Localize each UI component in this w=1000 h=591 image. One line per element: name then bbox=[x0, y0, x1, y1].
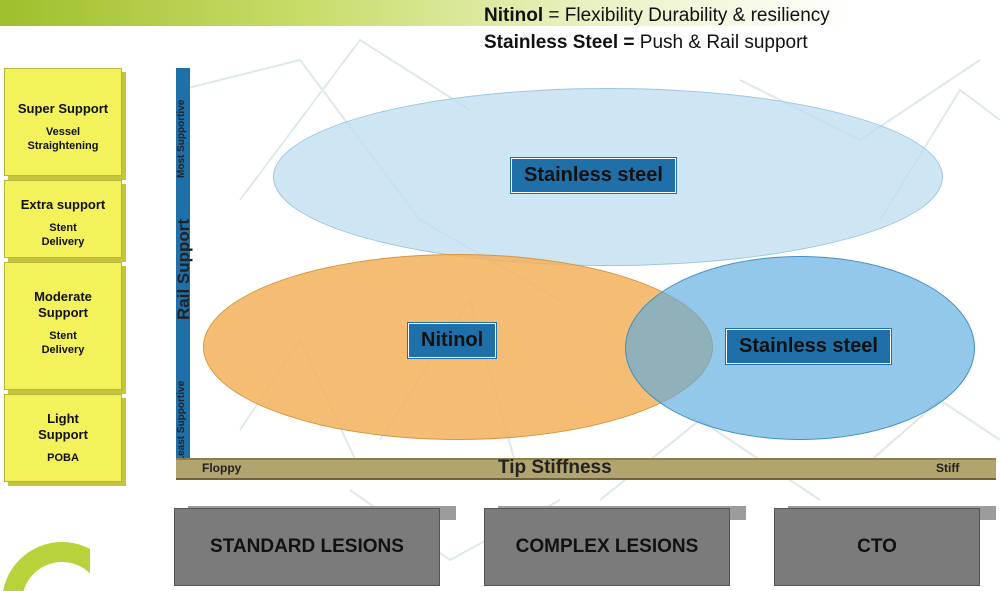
y-axis-label: Rail Support bbox=[174, 218, 193, 320]
support-level-title: Super Support bbox=[17, 101, 109, 116]
support-level-title: Moderate Support bbox=[34, 289, 92, 320]
legend-stainless: Stainless Steel = Push & Rail support bbox=[484, 32, 808, 54]
support-level-title: Light Support bbox=[38, 411, 88, 442]
support-level-sub: Stent Delivery bbox=[41, 222, 85, 248]
corner-logo bbox=[3, 542, 90, 591]
lesion-complex: COMPLEX LESIONS bbox=[484, 508, 730, 586]
legend-nitinol: Nitinol = Flexibility Durability & resil… bbox=[484, 5, 830, 27]
lesion-cto: CTO bbox=[774, 508, 980, 586]
stainless-steel-right-label: Stainless steel bbox=[725, 328, 892, 365]
header-band bbox=[0, 0, 1000, 26]
support-level-sub: POBA bbox=[47, 452, 79, 464]
support-level-sub: Vessel Straightening bbox=[27, 126, 99, 152]
support-level-light: Light Support POBA bbox=[4, 394, 122, 482]
x-axis-left-label: Floppy bbox=[202, 461, 242, 475]
lesion-standard: STANDARD LESIONS bbox=[174, 508, 440, 586]
x-axis-bar bbox=[176, 458, 996, 480]
support-level-title: Extra support bbox=[20, 197, 106, 212]
support-level-extra: Extra support Stent Delivery bbox=[4, 180, 122, 258]
legend-stainless-term: Stainless Steel = bbox=[484, 32, 635, 53]
stainless-steel-top-label: Stainless steel bbox=[510, 157, 677, 194]
x-axis-label: Tip Stiffness bbox=[498, 457, 612, 478]
support-level-super: Super Support Vessel Straightening bbox=[4, 68, 122, 176]
support-level-moderate: Moderate Support Stent Delivery bbox=[4, 262, 122, 390]
nitinol-label: Nitinol bbox=[406, 322, 498, 359]
legend-nitinol-desc: = Flexibility Durability & resiliency bbox=[543, 5, 830, 26]
support-level-sub: Stent Delivery bbox=[41, 330, 85, 356]
y-axis-top-label: Most Supportive bbox=[176, 99, 187, 178]
y-axis-bottom-label: Least Supportive bbox=[176, 380, 187, 462]
legend-stainless-desc: Push & Rail support bbox=[634, 32, 808, 53]
y-axis-bar bbox=[176, 68, 190, 474]
x-axis-right-label: Stiff bbox=[936, 461, 960, 475]
legend-nitinol-term: Nitinol bbox=[484, 5, 544, 26]
